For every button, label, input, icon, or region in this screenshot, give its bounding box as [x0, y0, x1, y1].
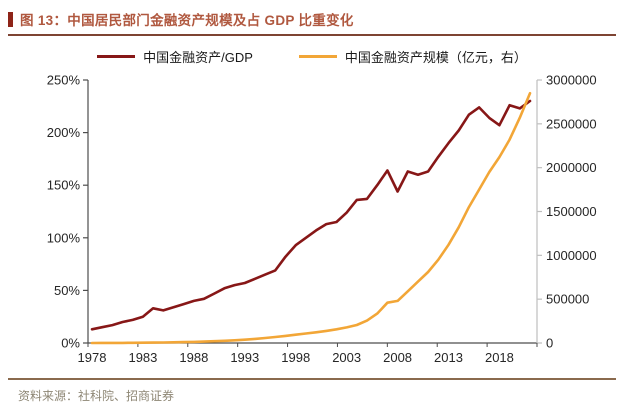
x-axis-tick-label: 1978 [78, 350, 107, 365]
x-axis-tick-label: 2018 [485, 350, 514, 365]
x-axis-tick-label: 1983 [128, 350, 157, 365]
figure-title: 图 13：中国居民部门金融资产规模及占 GDP 比重变化 [20, 13, 354, 28]
left-axis-tick-label: 100% [47, 230, 81, 245]
right-axis-tick-label: 1000000 [546, 248, 597, 263]
source-note: 资料来源：社科院、招商证券 [18, 389, 175, 403]
x-axis-tick-label: 2013 [434, 350, 463, 365]
x-axis-tick-label: 1993 [230, 350, 259, 365]
legend-line-swatch-ratio [97, 55, 136, 58]
left-axis-tick-label: 250% [47, 73, 81, 88]
series-line-scale [90, 91, 532, 345]
x-axis-tick-label: 1998 [281, 350, 310, 365]
left-axis-tick-label: 200% [47, 125, 81, 140]
x-axis-tick-label: 1988 [179, 350, 208, 365]
line-chart: 0% 50% 100% 150% 200% 250% 0 500000 1000000 15000… [0, 67, 624, 367]
legend-item-ratio: 中国金融资产/GDP [97, 47, 253, 66]
legend-label-scale: 中国金融资产规模（亿元，右） [344, 50, 527, 65]
chart-svg: 0% 50% 100% 150% 200% 250% 0 500000 1000000 15000… [47, 73, 597, 366]
series-line-ratio [90, 99, 532, 331]
figure-header: 图 13：中国居民部门金融资产规模及占 GDP 比重变化 [0, 0, 624, 29]
right-axis-tick-label: 3000000 [546, 73, 597, 88]
title-underline [8, 34, 616, 36]
footer-separator [8, 378, 616, 380]
right-axis-tick-label: 2000000 [546, 160, 597, 175]
right-axis-tick-label: 0 [546, 336, 553, 351]
title-accent-bar [8, 11, 13, 27]
x-axis-tick-label: 2003 [332, 350, 361, 365]
legend-line-swatch-scale [298, 55, 337, 58]
right-axis-tick-label: 1500000 [546, 204, 597, 219]
chart-legend: 中国金融资产/GDP 中国金融资产规模（亿元，右） [0, 47, 624, 66]
right-axis-tick-label: 500000 [546, 292, 589, 307]
x-axis-tick-label: 2008 [383, 350, 412, 365]
right-axis-tick-label: 2500000 [546, 116, 597, 131]
left-axis-tick-label: 0% [61, 336, 80, 351]
left-axis-tick-label: 50% [54, 283, 80, 298]
legend-item-scale: 中国金融资产规模（亿元，右） [298, 47, 527, 66]
left-axis-tick-label: 150% [47, 178, 81, 193]
legend-label-ratio: 中国金融资产/GDP [143, 50, 253, 65]
